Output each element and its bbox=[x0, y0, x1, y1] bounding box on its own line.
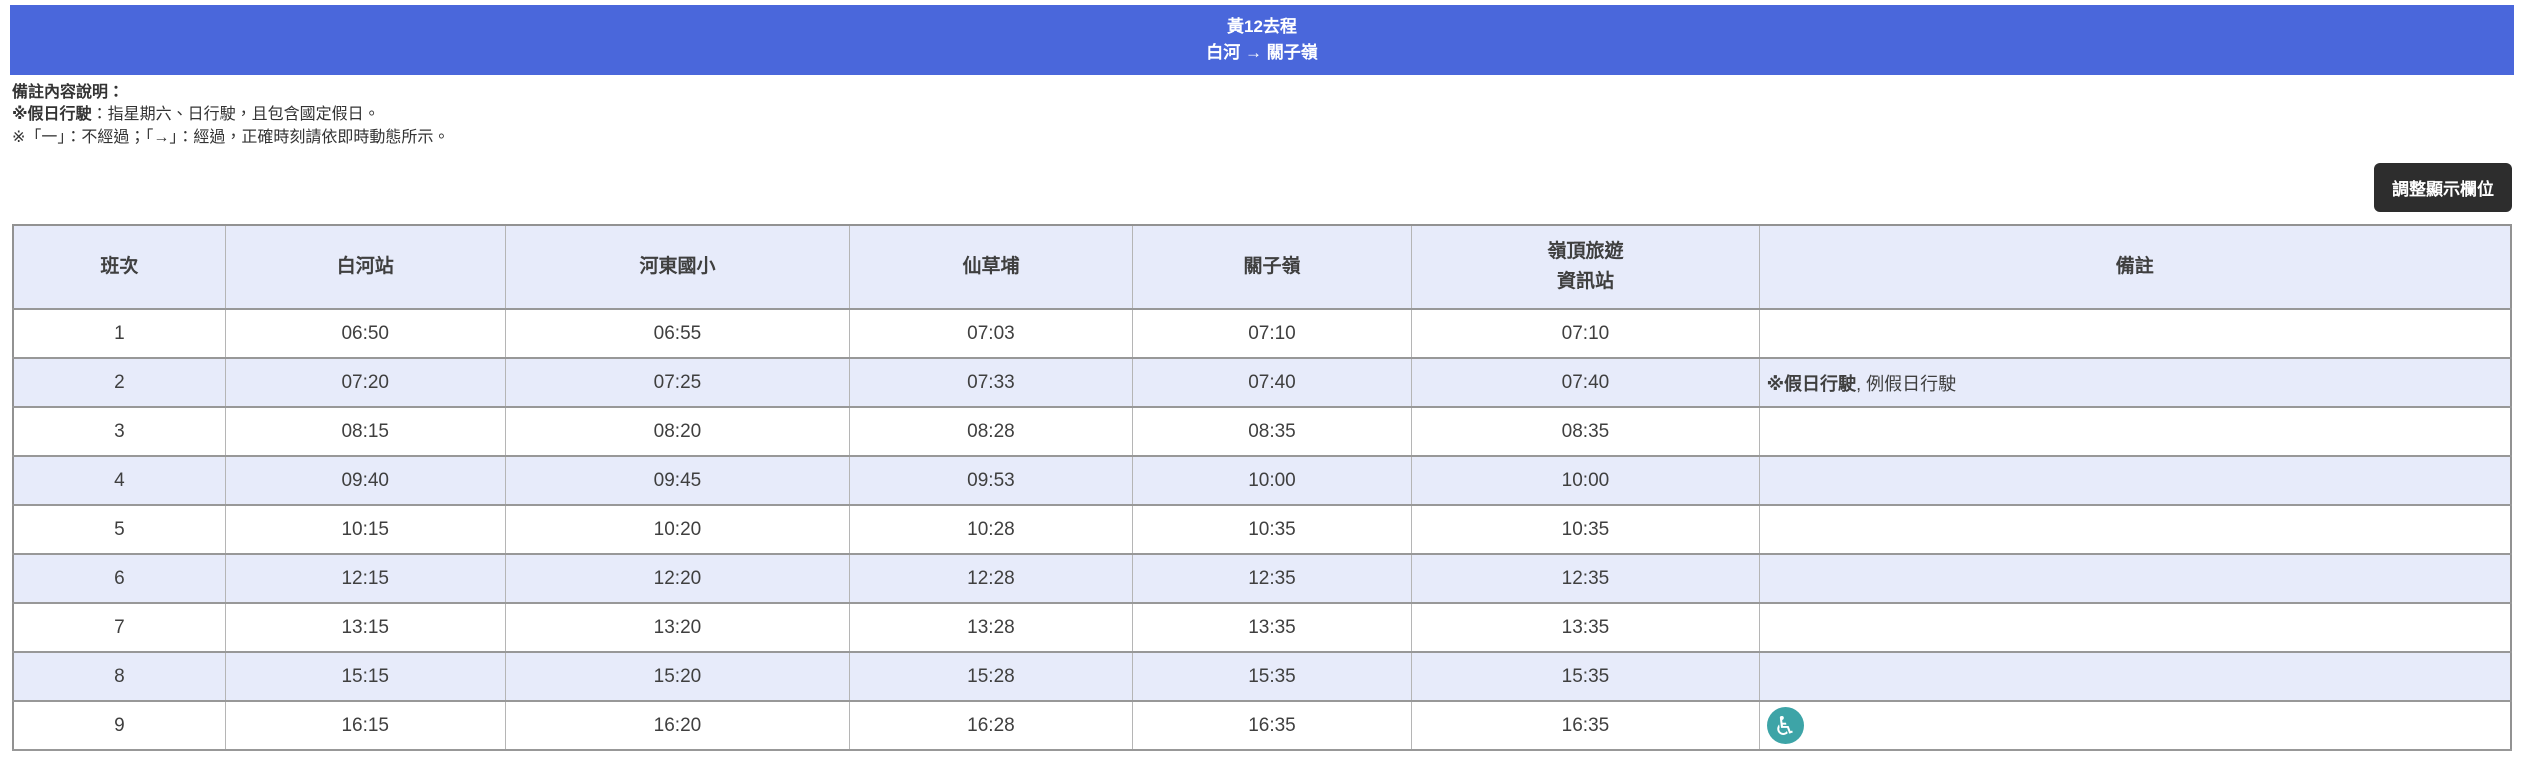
trip-number-cell: 8 bbox=[13, 652, 226, 703]
time-cell-0: 15:15 bbox=[225, 652, 506, 703]
time-cell-3: 13:35 bbox=[1132, 603, 1413, 654]
column-header-3: 仙草埔 bbox=[849, 225, 1133, 311]
time-cell-4: 07:10 bbox=[1411, 309, 1760, 360]
time-cell-2: 15:28 bbox=[849, 652, 1133, 703]
trip-number-cell: 5 bbox=[13, 505, 226, 556]
route-direction: 白河 → 關子嶺 bbox=[1206, 43, 1318, 62]
timetable-header-row: 班次 白河站 河東國小 仙草埔 關子嶺 嶺頂旅遊 資訊站 備註 bbox=[13, 225, 2512, 311]
table-row: 7 13:15 13:20 13:28 13:35 13:35 bbox=[13, 603, 2512, 654]
remark-text: , 例假日行駛 bbox=[1856, 373, 1957, 394]
trip-number-cell: 4 bbox=[13, 456, 226, 507]
wheelchair-icon: ♿ bbox=[1766, 707, 1804, 745]
time-cell-2: 08:28 bbox=[849, 407, 1133, 458]
time-cell-3: 08:35 bbox=[1132, 407, 1413, 458]
time-cell-4: 10:35 bbox=[1411, 505, 1760, 556]
table-row: 3 08:15 08:20 08:28 08:35 08:35 bbox=[13, 407, 2512, 458]
time-cell-2: 13:28 bbox=[849, 603, 1133, 654]
remark-cell: ♿ bbox=[1759, 701, 2512, 752]
adjust-columns-button[interactable]: 調整顯示欄位 bbox=[2374, 163, 2512, 213]
notes-line-holiday: ※假日行駛：指星期六、日行駛，且包含國定假日。 bbox=[12, 104, 2512, 126]
time-cell-3: 07:40 bbox=[1132, 358, 1413, 409]
trip-number-cell: 3 bbox=[13, 407, 226, 458]
trip-number-cell: 1 bbox=[13, 309, 226, 360]
route-title: 黃12去程 bbox=[1227, 16, 1297, 36]
time-cell-1: 08:20 bbox=[505, 407, 851, 458]
time-cell-1: 15:20 bbox=[505, 652, 851, 703]
time-cell-0: 16:15 bbox=[225, 701, 506, 752]
time-cell-4: 13:35 bbox=[1411, 603, 1760, 654]
time-cell-3: 16:35 bbox=[1132, 701, 1413, 752]
time-cell-3: 12:35 bbox=[1132, 554, 1413, 605]
time-cell-0: 13:15 bbox=[225, 603, 506, 654]
table-row: 6 12:15 12:20 12:28 12:35 12:35 bbox=[13, 554, 2512, 605]
time-cell-1: 13:20 bbox=[505, 603, 851, 654]
time-cell-1: 16:20 bbox=[505, 701, 851, 752]
column-header-6: 備註 bbox=[1759, 225, 2512, 311]
time-cell-4: 07:40 bbox=[1411, 358, 1760, 409]
column-header-0: 班次 bbox=[13, 225, 226, 311]
time-cell-3: 15:35 bbox=[1132, 652, 1413, 703]
time-cell-4: 16:35 bbox=[1411, 701, 1760, 752]
time-cell-1: 12:20 bbox=[505, 554, 851, 605]
time-cell-1: 07:25 bbox=[505, 358, 851, 409]
remark-cell bbox=[1759, 652, 2512, 703]
time-cell-4: 10:00 bbox=[1411, 456, 1760, 507]
time-cell-0: 06:50 bbox=[225, 309, 506, 360]
remark-cell bbox=[1759, 407, 2512, 458]
time-cell-1: 09:45 bbox=[505, 456, 851, 507]
column-header-4: 關子嶺 bbox=[1132, 225, 1413, 311]
trip-number-cell: 2 bbox=[13, 358, 226, 409]
time-cell-0: 12:15 bbox=[225, 554, 506, 605]
remark-cell bbox=[1759, 456, 2512, 507]
time-cell-2: 16:28 bbox=[849, 701, 1133, 752]
time-cell-0: 07:20 bbox=[225, 358, 506, 409]
remark-cell: ※假日行駛, 例假日行駛 bbox=[1759, 358, 2512, 409]
time-cell-2: 12:28 bbox=[849, 554, 1133, 605]
route-banner: 黃12去程 白河 → 關子嶺 bbox=[10, 5, 2514, 75]
time-cell-2: 07:03 bbox=[849, 309, 1133, 360]
remark-cell bbox=[1759, 505, 2512, 556]
time-cell-1: 06:55 bbox=[505, 309, 851, 360]
toolbar: 調整顯示欄位 bbox=[12, 163, 2512, 213]
time-cell-0: 09:40 bbox=[225, 456, 506, 507]
time-cell-3: 07:10 bbox=[1132, 309, 1413, 360]
table-row: 4 09:40 09:45 09:53 10:00 10:00 bbox=[13, 456, 2512, 507]
time-cell-2: 09:53 bbox=[849, 456, 1133, 507]
notes-block: 備註內容說明： ※假日行駛：指星期六、日行駛，且包含國定假日。 ※「一」：不經過… bbox=[12, 82, 2512, 149]
time-cell-2: 07:33 bbox=[849, 358, 1133, 409]
time-cell-0: 10:15 bbox=[225, 505, 506, 556]
remark-cell bbox=[1759, 554, 2512, 605]
trip-number-cell: 6 bbox=[13, 554, 226, 605]
time-cell-2: 10:28 bbox=[849, 505, 1133, 556]
notes-line-symbols: ※「一」：不經過；「→」：經過，正確時刻請依即時動態所示。 bbox=[12, 128, 450, 146]
column-header-2: 河東國小 bbox=[505, 225, 851, 311]
table-row: 8 15:15 15:20 15:28 15:35 15:35 bbox=[13, 652, 2512, 703]
remark-cell bbox=[1759, 603, 2512, 654]
table-row: 9 16:15 16:20 16:28 16:35 16:35 ♿ bbox=[13, 701, 2512, 752]
notes-holiday-desc: ：指星期六、日行駛，且包含國定假日。 bbox=[91, 106, 380, 124]
column-header-1: 白河站 bbox=[225, 225, 506, 311]
remark-cell bbox=[1759, 309, 2512, 360]
notes-holiday-term: ※假日行駛 bbox=[12, 106, 92, 124]
time-cell-3: 10:00 bbox=[1132, 456, 1413, 507]
trip-number-cell: 9 bbox=[13, 701, 226, 752]
trip-number-cell: 7 bbox=[13, 603, 226, 654]
time-cell-4: 12:35 bbox=[1411, 554, 1760, 605]
table-row: 2 07:20 07:25 07:33 07:40 07:40 ※假日行駛, 例假日行駛 bbox=[13, 358, 2512, 409]
time-cell-3: 10:35 bbox=[1132, 505, 1413, 556]
notes-title: 備註內容說明： bbox=[12, 84, 125, 101]
time-cell-4: 15:35 bbox=[1411, 652, 1760, 703]
table-row: 5 10:15 10:20 10:28 10:35 10:35 bbox=[13, 505, 2512, 556]
time-cell-0: 08:15 bbox=[225, 407, 506, 458]
remark-bold-text: ※假日行駛 bbox=[1766, 373, 1857, 394]
timetable: 班次 白河站 河東國小 仙草埔 關子嶺 嶺頂旅遊 資訊站 備註 1 06:50 06:55 07:… bbox=[12, 224, 2512, 752]
time-cell-4: 08:35 bbox=[1411, 407, 1760, 458]
timetable-body: 1 06:50 06:55 07:03 07:10 07:10 2 07:20 07:25 07:… bbox=[13, 309, 2512, 752]
time-cell-1: 10:20 bbox=[505, 505, 851, 556]
table-row: 1 06:50 06:55 07:03 07:10 07:10 bbox=[13, 309, 2512, 360]
column-header-5: 嶺頂旅遊 資訊站 bbox=[1411, 225, 1760, 311]
